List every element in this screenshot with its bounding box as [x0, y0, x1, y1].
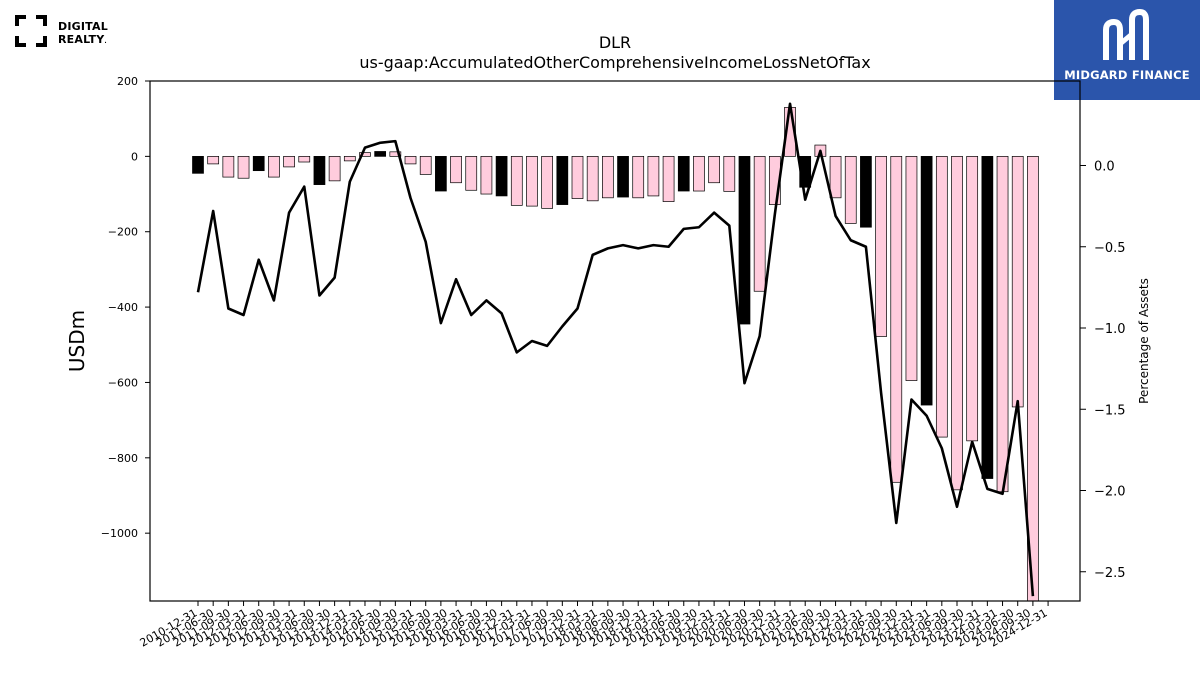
bar [495, 156, 508, 197]
series-line [196, 102, 1035, 597]
bar [920, 156, 933, 406]
bar [981, 156, 994, 479]
bar [404, 156, 417, 165]
bar [252, 156, 265, 172]
y-axis-label: USDm [65, 310, 89, 372]
midgard-finance-wordmark: MIDGARD FINANCE [1064, 68, 1190, 82]
bar [875, 156, 887, 337]
bar [419, 156, 432, 175]
bar [343, 156, 356, 162]
y-tick-label: 200 [117, 75, 138, 88]
y-tick-label: −1000 [101, 527, 138, 540]
digital-realty-wordmark: DIGITAL REALTY. [58, 20, 108, 46]
y-axis-left: 200 0 −200 −400 −600 −800 −1000 [101, 75, 150, 540]
plot-frame [149, 80, 1081, 602]
bar [207, 156, 220, 165]
bar [510, 156, 523, 206]
bar [844, 156, 857, 224]
bar [753, 156, 766, 292]
bar [526, 156, 538, 207]
y-tick-label: −400 [108, 301, 138, 314]
bar [359, 152, 371, 157]
bar [389, 151, 402, 157]
bar-series [192, 107, 1039, 602]
digital-realty-mark-icon [15, 15, 47, 47]
bar [541, 156, 553, 209]
y-tick-label: 0 [131, 150, 138, 163]
bar [905, 156, 918, 381]
bar [222, 156, 235, 178]
bar [829, 156, 842, 199]
bar [1011, 156, 1024, 408]
bar [465, 156, 478, 191]
y2-tick-label: −2.0 [1094, 485, 1126, 500]
bar [966, 156, 979, 442]
bar [723, 156, 736, 192]
bar [890, 156, 903, 483]
bar [586, 156, 599, 202]
bar [192, 156, 204, 174]
bar [935, 156, 948, 438]
y2-tick-label: −1.5 [1094, 403, 1126, 418]
bar [450, 156, 462, 184]
bar [313, 156, 326, 185]
bar [996, 156, 1009, 493]
bar [738, 156, 751, 325]
bar [328, 156, 341, 182]
y-tick-label: −200 [108, 226, 138, 239]
bar [647, 156, 660, 197]
bar [298, 156, 311, 163]
x-axis: 2010-12-312011-06-302011-09-302012-03-31… [138, 601, 1050, 650]
bar [708, 156, 720, 184]
bar [268, 156, 280, 178]
chart-title: DLR [599, 33, 631, 52]
bar [435, 156, 447, 192]
bar [662, 156, 675, 202]
y2-tick-label: −2.5 [1094, 566, 1126, 581]
bar [617, 156, 629, 198]
y2-tick-label: −1.0 [1094, 322, 1126, 337]
bar [632, 156, 645, 199]
bar [860, 156, 872, 228]
bar [602, 156, 614, 199]
line-series [196, 102, 1035, 597]
y2-tick-label: −0.5 [1094, 241, 1126, 256]
bar [283, 156, 295, 168]
midgard-finance-mark-icon [1103, 8, 1149, 60]
y-tick-label: −600 [108, 376, 138, 389]
midgard-finance-logo: MIDGARD FINANCE [1054, 0, 1200, 100]
bar [237, 156, 250, 179]
bar [480, 156, 493, 195]
bar [374, 151, 387, 157]
chart-subtitle: us-gaap:AccumulatedOtherComprehensiveInc… [359, 53, 870, 72]
bar [677, 156, 690, 192]
bar [556, 156, 569, 205]
y2-axis-label: Percentage of Assets [1137, 278, 1151, 404]
digital-realty-logo: DIGITAL REALTY. [14, 14, 124, 54]
bar [571, 156, 584, 199]
y-tick-label: −800 [108, 452, 138, 465]
y-axis-right: 0.0 −0.5 −1.0 −1.5 −2.0 −2.5 [1080, 160, 1126, 581]
y2-tick-label: 0.0 [1094, 160, 1115, 175]
bar [693, 156, 705, 192]
bar [951, 156, 963, 491]
